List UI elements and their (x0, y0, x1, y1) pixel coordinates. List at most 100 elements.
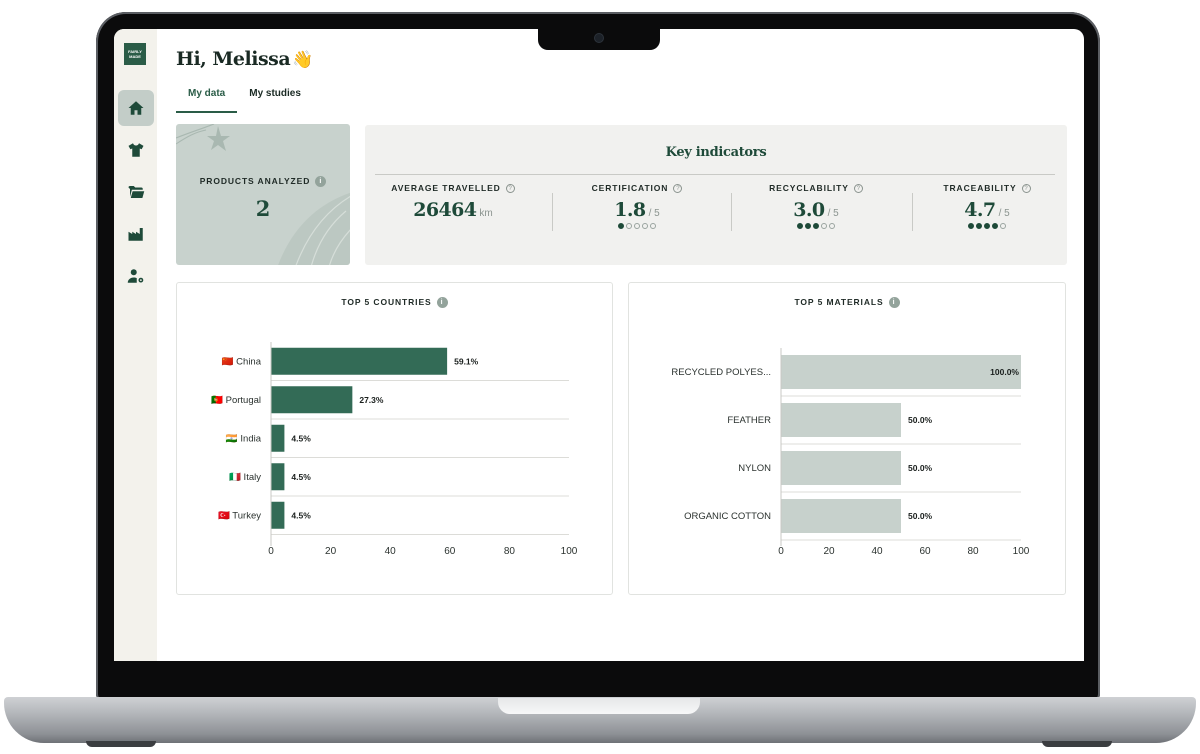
brand-logo[interactable]: FAIRLY MADE (124, 43, 146, 65)
kpi-label-text: RECYCLABILITY (769, 183, 849, 193)
rating-dot-empty (626, 223, 632, 230)
rating-dot-empty (829, 223, 835, 230)
x-tick-label: 80 (504, 546, 516, 557)
info-icon[interactable]: i (888, 297, 900, 309)
bar (271, 501, 285, 529)
kpi-value-row: 4.7/ 5 (902, 199, 1072, 221)
category-label: 🇮🇹 Italy (229, 471, 261, 483)
category-label: 🇵🇹 Portugal (211, 394, 261, 406)
rating-dot-filled (805, 223, 811, 230)
divider (552, 193, 553, 231)
tab-bar: My data My studies (176, 81, 313, 113)
app-screen: FAIRLY MADE (114, 29, 1084, 661)
countries-bar-chart: 🇨🇳 China 59.1% 🇵🇹 Portugal 27.3% 🇮🇳 India 4.5… (211, 342, 578, 557)
kpi-recyclability: RECYCLABILITY? 3.0/ 5 (731, 183, 901, 231)
kpi-value: 1.8 (614, 199, 646, 222)
x-tick-label: 100 (561, 546, 578, 557)
kpi-value: 4.7 (964, 199, 996, 222)
kpi-label: RECYCLABILITY? (731, 183, 901, 194)
rating-dot-filled (984, 223, 990, 230)
products-analyzed-label: PRODUCTS ANALYZED i (176, 176, 350, 188)
kpi-average-travelled: AVERAGE TRAVELLED? 26464 km (368, 183, 538, 221)
x-tick-label: 80 (967, 546, 979, 557)
help-icon[interactable]: ? (673, 184, 683, 194)
help-icon[interactable]: ? (505, 184, 515, 194)
materials-bar-chart: RECYCLED POLYES... 100.0% FEATHER 50.0% NYLO… (671, 348, 1030, 557)
info-icon[interactable]: i (436, 297, 448, 309)
rating-dot-filled (813, 223, 819, 230)
rating-dot-empty (650, 223, 656, 230)
kpi-value-row: 26464 km (368, 199, 538, 221)
rating-dot-filled (976, 223, 982, 230)
laptop-foot-left (86, 741, 156, 747)
sidebar: FAIRLY MADE (114, 29, 157, 661)
data-label: 4.5% (291, 472, 311, 482)
data-label: 59.1% (454, 356, 479, 366)
top-materials-card: TOP 5 MATERIALS i RECYCLED POLYES... 100.0… (628, 282, 1066, 595)
sidebar-item-account[interactable] (118, 258, 154, 294)
kpi-label-text: CERTIFICATION (591, 183, 669, 193)
laptop-foot-right (1042, 741, 1112, 747)
sidebar-item-folders[interactable] (118, 174, 154, 210)
rating-dots (552, 223, 722, 231)
tab-my-studies[interactable]: My studies (249, 88, 301, 99)
category-label: 🇨🇳 China (222, 355, 262, 367)
kpi-traceability: TRACEABILITY? 4.7/ 5 (902, 183, 1072, 231)
rating-dot-filled (797, 223, 803, 230)
x-tick-label: 40 (385, 546, 397, 557)
bar (781, 355, 1021, 389)
rating-dot-filled (992, 223, 998, 230)
chart-title: TOP 5 MATERIALS i (629, 297, 1065, 309)
sidebar-item-factories[interactable] (118, 216, 154, 252)
chart-title: TOP 5 COUNTRIES i (177, 297, 612, 309)
rating-dot-empty (821, 223, 827, 230)
category-label: ORGANIC COTTON (684, 511, 771, 522)
home-icon (128, 101, 144, 115)
x-tick-label: 20 (325, 546, 337, 557)
leaf-decoration-icon (176, 124, 230, 151)
x-tick-label: 0 (268, 546, 274, 557)
info-icon[interactable]: i (315, 176, 327, 188)
divider (375, 174, 1055, 175)
divider (912, 193, 913, 231)
top-countries-card: TOP 5 COUNTRIES i 🇨🇳 China 59.1% 🇵🇹 Portuga… (176, 282, 613, 595)
tshirt-icon (128, 143, 144, 157)
category-label: 🇹🇷 Turkey (218, 509, 261, 521)
tab-my-data[interactable]: My data (176, 81, 238, 113)
kpi-unit: / 5 (648, 208, 660, 220)
page-title: Hi, Melissa 👋 (176, 48, 313, 70)
sidebar-item-home[interactable] (118, 90, 154, 126)
data-label: 4.5% (291, 433, 311, 443)
bar (271, 386, 353, 414)
camera-icon (595, 34, 603, 42)
bar (781, 403, 901, 437)
data-label: 50.0% (908, 511, 933, 521)
wave-icon: 👋 (292, 50, 313, 70)
help-icon[interactable]: ? (1021, 184, 1031, 194)
kpi-value-row: 1.8/ 5 (552, 199, 722, 221)
greeting-text: Hi, Melissa (176, 48, 291, 70)
rating-dot-empty (1000, 223, 1006, 230)
key-indicators-card: Key indicators AVERAGE TRAVELLED? 26464 k… (365, 125, 1067, 265)
bar (781, 451, 901, 485)
key-indicators-title: Key indicators (665, 145, 767, 160)
data-label: 4.5% (291, 510, 311, 520)
divider (731, 193, 732, 231)
user-settings-icon (127, 269, 144, 283)
x-tick-label: 20 (823, 546, 835, 557)
leaf-decoration-icon (278, 192, 350, 265)
help-icon[interactable]: ? (853, 184, 863, 194)
rating-dots (902, 223, 1072, 231)
logo-text: FAIRLY MADE (128, 49, 142, 59)
bar (271, 424, 285, 452)
bar (781, 499, 901, 533)
data-label: 50.0% (908, 415, 933, 425)
sidebar-item-products[interactable] (118, 132, 154, 168)
kpi-label: TRACEABILITY? (902, 183, 1072, 194)
products-label-text: PRODUCTS ANALYZED (199, 176, 311, 186)
folder-icon (128, 186, 145, 198)
kpi-unit: km (479, 208, 493, 220)
rating-dot-empty (642, 223, 648, 230)
chart-title-text: TOP 5 COUNTRIES (341, 297, 432, 307)
data-label: 27.3% (359, 395, 384, 405)
